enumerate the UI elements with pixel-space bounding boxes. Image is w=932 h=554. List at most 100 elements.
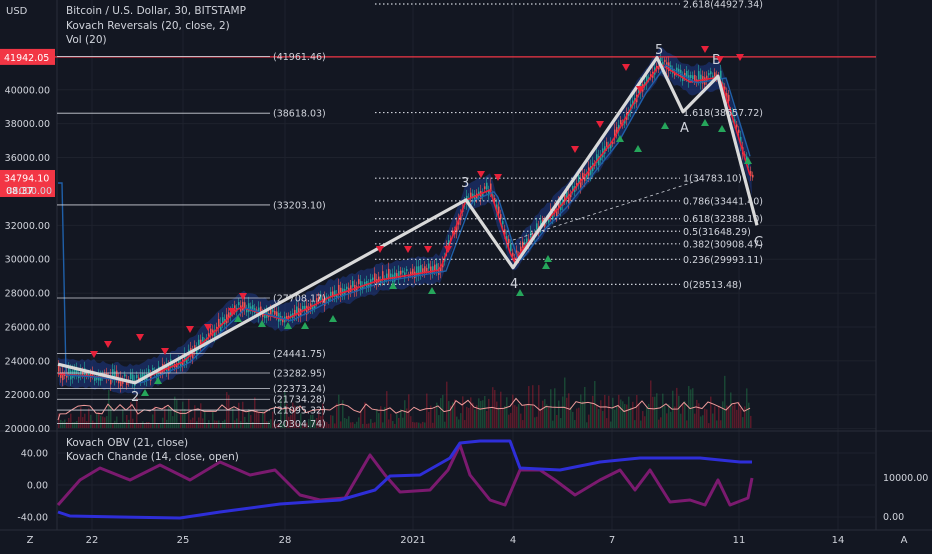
volume-bar xyxy=(76,420,78,428)
volume-bar xyxy=(542,400,544,428)
support-level-label: (24441.75) xyxy=(273,349,326,360)
volume-bar xyxy=(356,421,358,428)
volume-bar xyxy=(452,402,454,428)
candle xyxy=(686,70,688,77)
volume-bar xyxy=(498,407,500,428)
volume-bar xyxy=(276,423,278,428)
volume-bar xyxy=(424,422,426,428)
volume-bar xyxy=(686,420,688,428)
candle xyxy=(412,268,414,275)
volume-bar xyxy=(296,422,298,428)
candle xyxy=(522,241,524,248)
reversal-down-marker xyxy=(716,56,724,63)
candle xyxy=(242,301,244,311)
ma-red xyxy=(57,64,751,383)
reversal-down-marker xyxy=(701,46,709,53)
volume-bar xyxy=(552,420,554,428)
candle xyxy=(238,302,240,306)
candle xyxy=(586,173,588,178)
candle xyxy=(480,190,482,200)
candle xyxy=(620,120,622,125)
candle xyxy=(130,373,132,380)
volume-bar xyxy=(600,400,602,428)
candle xyxy=(500,214,502,219)
volume-bar xyxy=(82,417,84,428)
candle xyxy=(362,285,364,290)
volume-bar xyxy=(598,408,600,428)
candle xyxy=(618,124,620,132)
volume-bar xyxy=(228,395,230,428)
candle xyxy=(186,358,188,364)
volume-bar xyxy=(176,400,178,428)
volume-bar xyxy=(718,405,720,428)
volume-bar xyxy=(704,408,706,428)
volume-bar xyxy=(734,403,736,428)
wave-label: 4 xyxy=(510,277,518,292)
volume-bar xyxy=(738,401,740,428)
support-level-label: (41961.46) xyxy=(273,52,326,63)
volume-bar xyxy=(526,404,528,428)
candle xyxy=(564,194,566,201)
candle xyxy=(96,377,98,380)
candle xyxy=(746,156,748,161)
candle xyxy=(306,305,308,315)
reversal-down-marker xyxy=(136,334,144,341)
candle xyxy=(400,270,402,275)
volume-bar xyxy=(420,423,422,428)
price-tick-label: 26000.00 xyxy=(5,322,50,333)
volume-bar xyxy=(536,416,538,428)
fib-level-label: 0.5(31648.29) xyxy=(683,227,751,238)
fib-level-label: 0(28513.48) xyxy=(683,280,742,291)
volume-bar xyxy=(200,403,202,428)
wave-label: 3 xyxy=(461,176,469,191)
candle xyxy=(490,183,492,192)
volume-bar xyxy=(476,405,478,428)
candle xyxy=(700,74,702,84)
fib-level-label: 0.236(29993.11) xyxy=(683,255,763,266)
fib-trend-line xyxy=(512,179,701,241)
candle xyxy=(244,302,246,310)
volume-bar xyxy=(468,407,470,428)
volume-bar xyxy=(732,405,734,428)
volume-bar xyxy=(532,385,534,428)
volume-bar xyxy=(442,394,444,428)
volume-bar xyxy=(660,417,662,428)
candle xyxy=(690,75,692,78)
volume-bar xyxy=(130,402,132,428)
candle xyxy=(572,186,574,191)
volume-bar xyxy=(216,420,218,428)
fib-level-label: 2.618(44927.34) xyxy=(683,0,763,11)
indicator-kovach-obv[interactable]: Kovach OBV (21, close) xyxy=(66,437,189,449)
candle xyxy=(520,246,522,255)
volume-bar xyxy=(86,421,88,428)
candle xyxy=(338,284,340,294)
volume-bar xyxy=(428,411,430,428)
volume-bar xyxy=(404,400,406,428)
volume-bar xyxy=(612,397,614,428)
volume-bar xyxy=(572,411,574,428)
volume-bar xyxy=(558,400,560,428)
volume-bar xyxy=(352,422,354,428)
volume-bar xyxy=(174,396,176,428)
candle xyxy=(598,156,600,165)
volume-bar xyxy=(414,422,416,428)
candle xyxy=(510,244,512,251)
volume-bar xyxy=(684,400,686,428)
volume-bar xyxy=(220,423,222,428)
indicator-volume[interactable]: Vol (20) xyxy=(66,34,107,46)
candle xyxy=(542,219,544,223)
volume-bar xyxy=(648,403,650,428)
indicator-kovach-chande[interactable]: Kovach Chande (14, close, open) xyxy=(66,451,239,463)
volume-bar xyxy=(344,417,346,428)
volume-bar xyxy=(328,423,330,428)
indicator-kovach-reversals[interactable]: Kovach Reversals (20, close, 2) xyxy=(66,20,230,32)
volume-bar xyxy=(550,389,552,428)
volume-bar xyxy=(614,409,616,428)
symbol-title[interactable]: Bitcoin / U.S. Dollar, 30, BITSTAMP xyxy=(66,5,246,17)
candle xyxy=(738,129,740,133)
volume-bar xyxy=(60,419,62,428)
volume-bar xyxy=(366,423,368,428)
reversal-up-marker xyxy=(516,289,524,296)
